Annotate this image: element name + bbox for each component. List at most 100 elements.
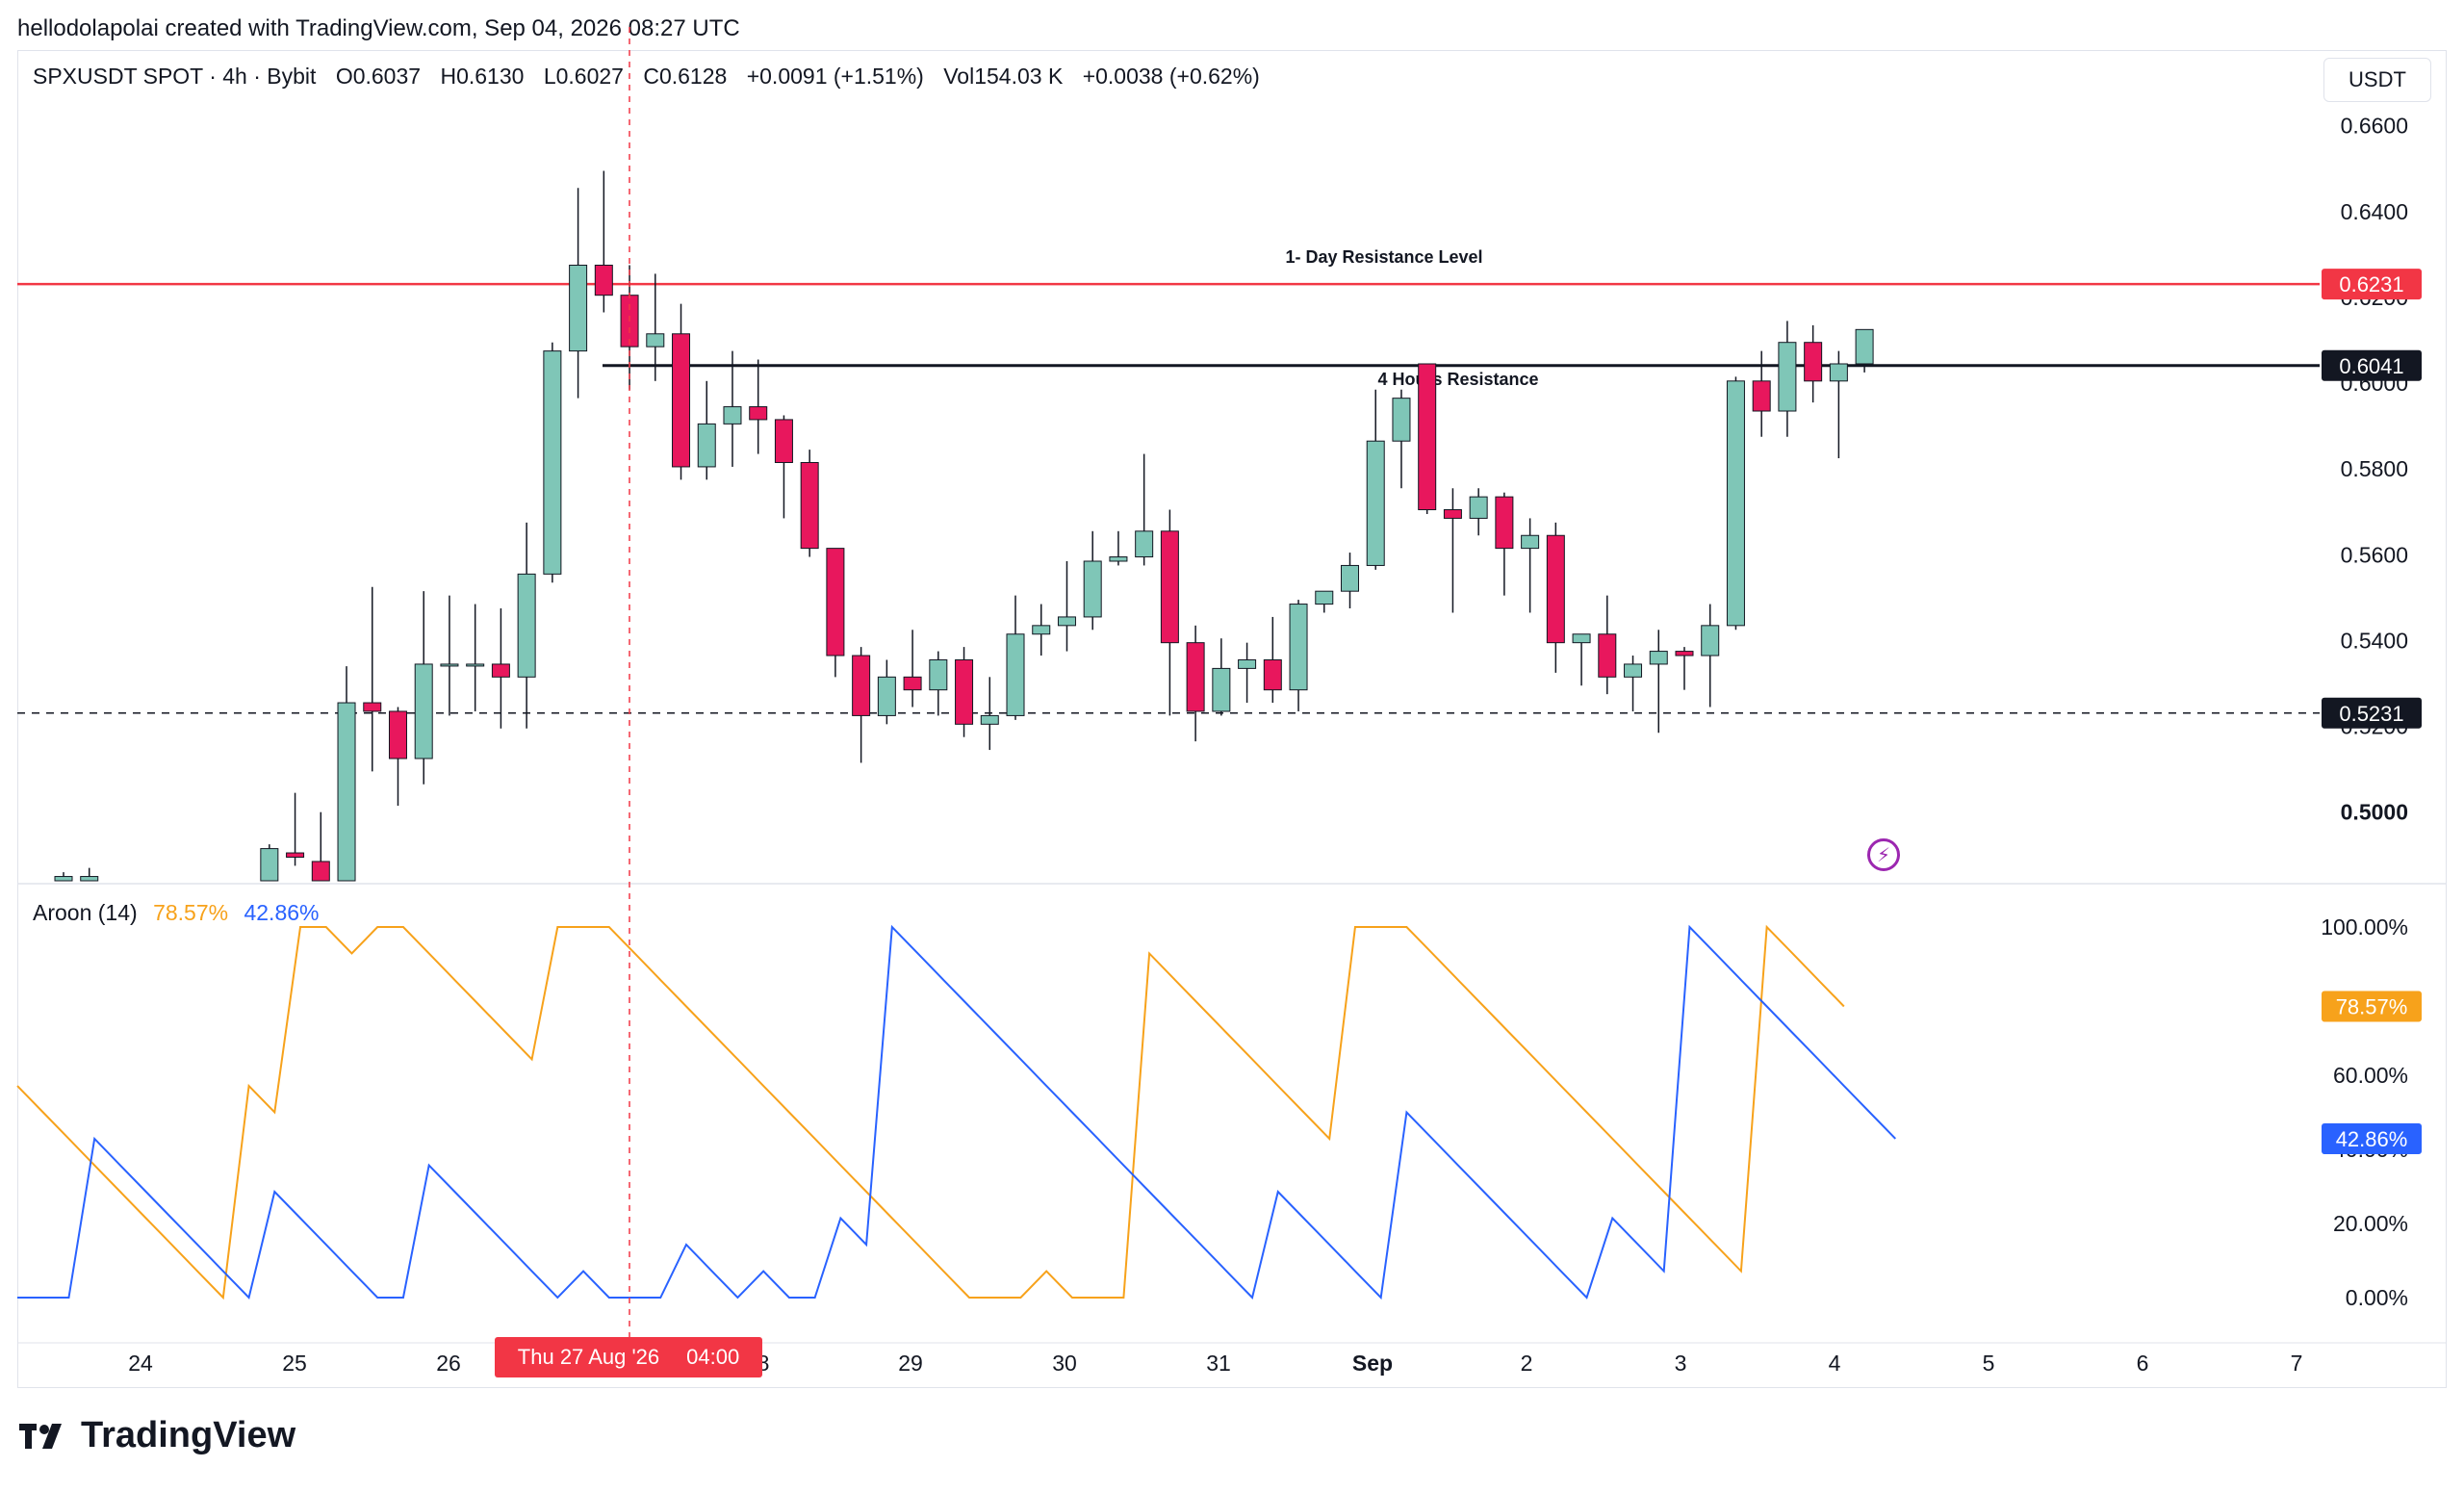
candle-body — [980, 714, 999, 725]
candle-body — [1443, 509, 1462, 519]
chart-frame — [17, 50, 2447, 1388]
candle-body — [1392, 398, 1411, 442]
time-tick-label: 24 — [128, 1351, 153, 1376]
ohlc-close: C0.6128 — [643, 64, 728, 89]
price-tick-label: 0.5000 — [2341, 800, 2408, 825]
candle-body — [955, 658, 974, 725]
price-badge-label: 0.6041 — [2339, 354, 2403, 378]
time-tick-label: 7 — [2291, 1351, 2303, 1376]
indicator-name[interactable]: Aroon (14) — [33, 900, 138, 925]
symbol-name[interactable]: SPXUSDT SPOT · 4h · Bybit — [33, 64, 317, 89]
author-credit: hellodolapolai created with TradingView.… — [17, 15, 740, 41]
candle-body — [517, 573, 536, 678]
candle-body — [1521, 534, 1540, 550]
candle-body — [672, 333, 691, 468]
candle-body — [697, 423, 716, 468]
candle-body — [543, 350, 562, 575]
day-resistance-label: 1- Day Resistance Level — [1285, 247, 1482, 267]
crosshair-time: 04:00 — [686, 1345, 740, 1369]
price-tick-label: 0.6400 — [2341, 199, 2408, 224]
time-tick-label: 31 — [1206, 1351, 1231, 1376]
aroon-tick-label: 100.00% — [2321, 914, 2408, 940]
ohlc-high: H0.6130 — [440, 64, 525, 89]
candle-body — [388, 710, 407, 759]
resistance-lines: 1- Day Resistance Level 4 Hours Resistanc… — [17, 247, 2320, 714]
time-tick-label: Sep — [1352, 1351, 1393, 1376]
candle-body — [1418, 363, 1437, 511]
candle-body — [1238, 658, 1257, 669]
price-badge — [2322, 269, 2422, 300]
candle-body — [903, 676, 922, 691]
candle-body — [1366, 440, 1385, 566]
brand-name: TradingView — [81, 1415, 296, 1455]
time-tick-label: 3 — [1675, 1351, 1687, 1376]
candle-body — [1804, 342, 1823, 382]
candle-body — [800, 461, 819, 550]
candle-body — [414, 663, 433, 759]
candle-body — [929, 658, 948, 691]
crosshair-time-badge: Thu 27 Aug '26 04:00 — [495, 1337, 762, 1377]
candle-body — [1341, 564, 1359, 592]
four-hour-resistance-label: 4 Hours Resistance — [1377, 370, 1538, 389]
candle-body — [1572, 633, 1591, 644]
candle-body — [852, 655, 871, 716]
candle-body — [774, 419, 793, 463]
price-badge-label: 0.5231 — [2339, 702, 2403, 726]
ohlc-open: O0.6037 — [335, 64, 422, 89]
candles — [54, 170, 1874, 882]
candle-body — [54, 876, 73, 882]
brand[interactable]: TradingView — [19, 1415, 295, 1456]
candle-body — [1135, 530, 1154, 558]
candle-body — [646, 333, 665, 348]
currency-button[interactable]: USDT — [2323, 58, 2431, 102]
axes: 0.50000.52000.54000.56000.58000.60000.62… — [128, 114, 2422, 1376]
candle-body — [260, 848, 279, 882]
candle-body — [80, 876, 99, 882]
aroon-value-badge — [2322, 1122, 2422, 1154]
candle-body — [491, 663, 510, 678]
price-badge-label: 0.6231 — [2339, 272, 2403, 296]
candle-body — [337, 702, 356, 882]
candle-body — [1701, 625, 1720, 656]
price-tick-label: 0.5600 — [2341, 542, 2408, 567]
aroon-value-badge-label: 78.57% — [2336, 995, 2408, 1019]
time-tick-label: 25 — [282, 1351, 307, 1376]
volume-change: +0.0038 (+0.62%) — [1082, 64, 1260, 89]
candle-body — [1263, 658, 1282, 691]
aroon-lines — [16, 924, 1897, 1300]
candle-body — [1186, 642, 1205, 712]
candle-body — [1289, 604, 1308, 691]
price-tick-label: 0.5800 — [2341, 456, 2408, 481]
candle-body — [363, 702, 382, 712]
aroon-tick-label: 20.00% — [2333, 1211, 2408, 1236]
aroon-value-badge-label: 42.86% — [2336, 1127, 2408, 1151]
candle-body — [1546, 534, 1565, 644]
crosshair-date: Thu 27 Aug '26 — [517, 1345, 660, 1369]
candle-body — [569, 264, 588, 352]
ohlc-change: +0.0091 (+1.51%) — [746, 64, 924, 89]
price-tick-label: 0.5400 — [2341, 628, 2408, 653]
candle-body — [1469, 496, 1488, 519]
price-badge — [2322, 349, 2422, 381]
candle-body — [1006, 633, 1025, 716]
candle-body — [1083, 560, 1102, 618]
aroon-tick-label: 0.00% — [2346, 1285, 2408, 1310]
candle-body — [1212, 667, 1231, 712]
time-tick-label: 6 — [2137, 1351, 2149, 1376]
candle-body — [1624, 663, 1643, 678]
ohlc-low: L0.6027 — [543, 64, 624, 89]
candle-body — [1109, 556, 1128, 562]
aroon-down-value: 42.86% — [244, 900, 320, 925]
candle-body — [1726, 380, 1745, 627]
symbol-legend: SPXUSDT SPOT · 4h · Bybit O0.6037 H0.613… — [33, 64, 1273, 90]
candle-body — [749, 406, 768, 421]
candle-body — [311, 861, 330, 882]
lightning-icon[interactable]: ⚡ — [1867, 838, 1900, 871]
tradingview-logo-icon — [19, 1423, 62, 1449]
time-tick-label: 29 — [898, 1351, 923, 1376]
aroon-tick-label: 60.00% — [2333, 1063, 2408, 1088]
time-tick-label: 30 — [1052, 1351, 1077, 1376]
candle-body — [723, 406, 742, 425]
aroon-value-badge — [2322, 991, 2422, 1022]
